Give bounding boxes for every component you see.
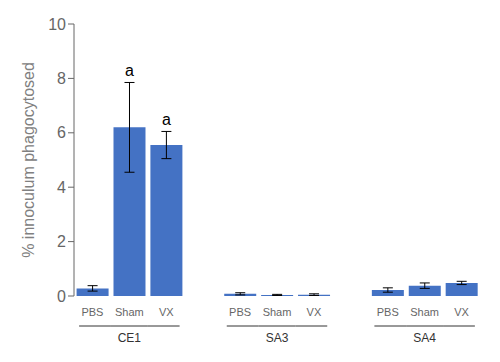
svg-text:Sham: Sham — [410, 306, 439, 318]
svg-text:SA4: SA4 — [413, 331, 436, 345]
svg-text:PBS: PBS — [377, 306, 399, 318]
svg-text:% innoculum phagocytosed: % innoculum phagocytosed — [20, 62, 37, 258]
svg-text:0: 0 — [57, 288, 66, 305]
svg-text:SA3: SA3 — [266, 331, 289, 345]
svg-text:PBS: PBS — [229, 306, 251, 318]
svg-text:VX: VX — [307, 306, 322, 318]
svg-text:CE1: CE1 — [118, 331, 142, 345]
svg-text:2: 2 — [57, 233, 66, 250]
svg-text:a: a — [162, 111, 171, 128]
svg-text:VX: VX — [159, 306, 174, 318]
svg-text:VX: VX — [454, 306, 469, 318]
svg-text:a: a — [125, 62, 134, 79]
svg-text:Sham: Sham — [115, 306, 144, 318]
svg-text:6: 6 — [57, 124, 66, 141]
svg-text:4: 4 — [57, 179, 66, 196]
svg-text:10: 10 — [48, 16, 66, 33]
svg-text:Sham: Sham — [263, 306, 292, 318]
svg-text:PBS: PBS — [81, 306, 103, 318]
svg-text:8: 8 — [57, 70, 66, 87]
